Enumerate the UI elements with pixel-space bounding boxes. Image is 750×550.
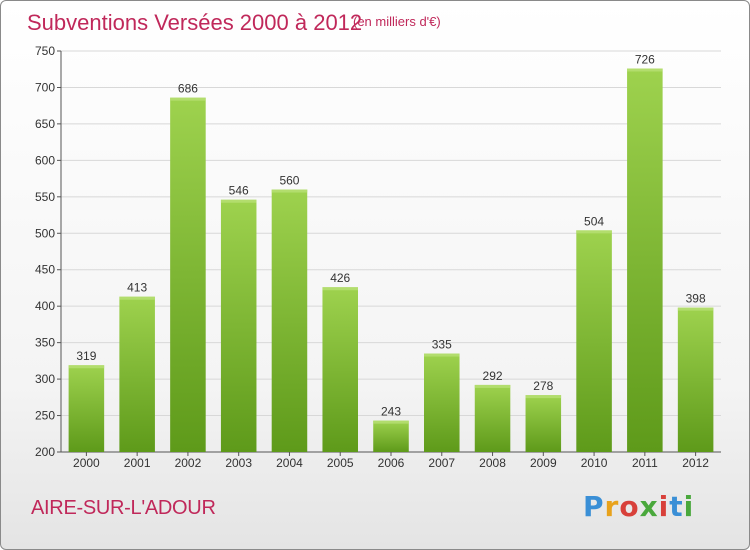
data-label: 686	[178, 82, 198, 96]
chart-subtitle: (en milliers d'€)	[353, 14, 441, 29]
y-tick-label: 650	[35, 117, 55, 131]
data-label: 292	[483, 369, 503, 383]
y-tick-label: 250	[35, 409, 55, 423]
data-labels: 319 413 686 546 560 426 243 335 292 278 504 726 398	[76, 52, 706, 418]
bar-highlight	[627, 68, 663, 72]
bar-highlight	[271, 189, 308, 193]
x-tick-label: 2003	[225, 456, 252, 470]
y-tick-label: 200	[35, 445, 55, 459]
data-label: 319	[76, 349, 96, 363]
bar	[627, 68, 663, 453]
axes	[57, 50, 721, 456]
data-label: 726	[635, 52, 655, 66]
x-tick-label: 2010	[581, 456, 608, 470]
bar-highlight	[170, 97, 206, 101]
bar-highlight	[68, 365, 105, 369]
x-tick-label: 2000	[73, 456, 100, 470]
bar-highlight	[424, 353, 460, 357]
bar	[322, 287, 358, 452]
logo-letter: t	[669, 490, 684, 523]
data-label: 413	[127, 281, 147, 295]
x-tick-label: 2009	[530, 456, 557, 470]
y-tick-label: 400	[35, 299, 55, 313]
x-tick-label: 2011	[632, 456, 658, 470]
bar-highlight	[220, 199, 257, 203]
y-tick-label: 300	[35, 372, 55, 386]
x-tick-label: 2002	[175, 456, 202, 470]
data-label: 398	[686, 292, 706, 306]
data-label: 504	[584, 214, 604, 228]
logo-letter: r	[604, 490, 620, 523]
bar	[68, 365, 105, 452]
x-tick-labels: 2000 2001 2002 2003 2004 2005 2006 2007 2008 2009…	[73, 456, 709, 470]
x-tick-label: 2012	[682, 456, 709, 470]
data-label: 278	[533, 379, 553, 393]
data-label: 243	[381, 405, 401, 419]
y-tick-label: 600	[35, 153, 55, 167]
logo-letter: x	[639, 490, 659, 523]
data-label: 546	[229, 184, 249, 198]
logo-letter: P	[583, 490, 605, 523]
bar-highlight	[525, 395, 562, 399]
proxiti-logo[interactable]: Proxiti	[583, 490, 694, 523]
logo-letter: i	[683, 490, 695, 523]
bar	[677, 307, 714, 452]
bar	[525, 395, 562, 452]
x-tick-label: 2006	[378, 456, 405, 470]
bar	[424, 353, 460, 452]
y-tick-label: 550	[35, 190, 55, 204]
y-tick-label: 700	[35, 80, 55, 94]
bar-highlight	[119, 296, 155, 300]
y-tick-label: 500	[35, 226, 55, 240]
x-tick-label: 2004	[276, 456, 303, 470]
data-label: 335	[432, 338, 452, 352]
logo-letter: i	[658, 490, 670, 523]
x-tick-label: 2001	[124, 456, 151, 470]
y-tick-labels: 200 250 300 350 400 450 500 550 600 650 700 750	[35, 44, 55, 459]
bar	[271, 189, 308, 452]
grid-lines	[61, 50, 721, 453]
y-tick-label: 750	[35, 44, 55, 58]
x-tick-label: 2008	[479, 456, 506, 470]
logo-letter: o	[619, 490, 640, 523]
bar-highlight	[576, 230, 612, 234]
commune-name: AIRE-SUR-L'ADOUR	[31, 497, 216, 519]
y-tick-label: 450	[35, 263, 55, 277]
bar	[119, 296, 155, 452]
bar-highlight	[322, 287, 358, 291]
bar-highlight	[677, 307, 714, 311]
bar-highlight	[474, 384, 511, 388]
x-tick-label: 2005	[327, 456, 354, 470]
bar	[170, 97, 206, 453]
data-label: 560	[279, 174, 299, 188]
bar	[474, 384, 511, 452]
data-label: 426	[330, 271, 350, 285]
bar	[373, 420, 409, 452]
x-tick-label: 2007	[428, 456, 455, 470]
y-tick-label: 350	[35, 336, 55, 350]
bar	[220, 199, 257, 452]
bar	[576, 230, 612, 452]
bars	[68, 68, 714, 453]
bar-highlight	[373, 420, 409, 424]
chart-title: Subventions Versées 2000 à 2012	[27, 10, 363, 35]
